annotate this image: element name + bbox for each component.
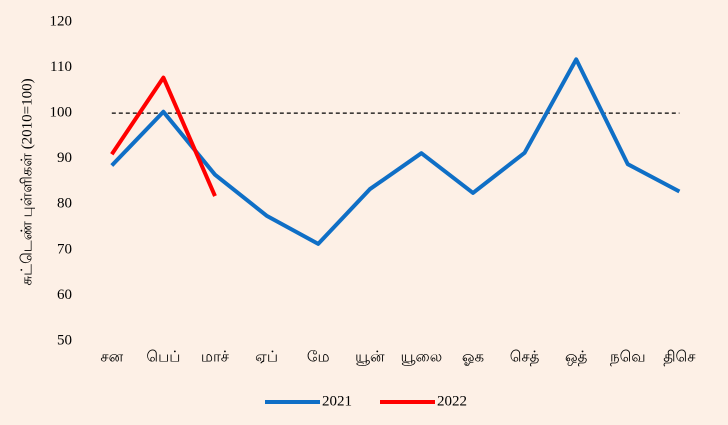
x-tick-label: ஒத் (565, 349, 588, 365)
x-tick-label: திசெ (663, 349, 696, 365)
x-tick-label: சன (100, 349, 123, 365)
y-tick-label: 80 (57, 196, 72, 212)
x-tick-label: செத் (510, 349, 540, 365)
data-line (110, 75, 217, 197)
x-tick-label: யூன் (355, 349, 385, 365)
x-tick-label: யூலை (401, 349, 443, 365)
y-tick-label: 90 (57, 150, 72, 166)
x-tick-label: மே (307, 349, 330, 365)
x-tick-label: ஏப் (255, 349, 278, 365)
y-tick-label: 110 (50, 59, 72, 75)
y-tick-label: 60 (57, 287, 72, 303)
y-tick-label: 120 (50, 13, 73, 29)
data-line (110, 57, 681, 246)
legend-label: 2021 (322, 393, 352, 409)
y-axis-label: சுட்டெண் புள்ளிகள் (2010=100) (19, 78, 35, 285)
x-tick-label: ஓக (462, 349, 484, 365)
x-tick-label: நவெ (610, 349, 646, 365)
y-tick-label: 100 (50, 105, 73, 121)
legend-label: 2022 (437, 393, 467, 409)
x-tick-label: மாச் (201, 349, 230, 365)
y-tick-label: 50 (57, 332, 72, 348)
x-tick-label: பெப் (146, 349, 180, 365)
y-tick-label: 70 (57, 241, 72, 257)
